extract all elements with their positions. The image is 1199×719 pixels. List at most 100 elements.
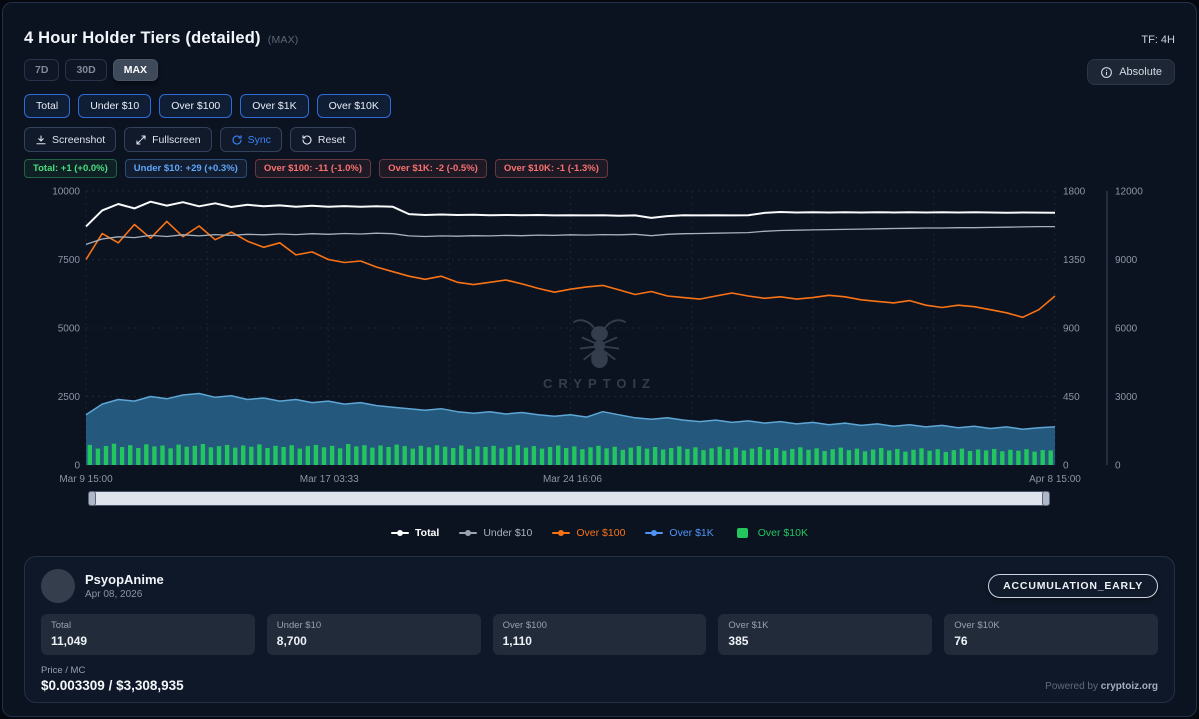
bar-over-10k [951, 450, 956, 465]
token-summary-card: PsyopAnime Apr 08, 2026 ACCUMULATION_EAR… [24, 556, 1175, 703]
brand-link[interactable]: cryptoiz.org [1100, 681, 1158, 692]
reset-button[interactable]: Reset [289, 127, 357, 152]
legend-item-total[interactable]: Total [391, 527, 439, 539]
bar-over-10k [572, 446, 577, 465]
bar-over-10k [741, 450, 747, 465]
zoom-handle-right[interactable] [1042, 491, 1050, 506]
left-axis-label: 10000 [52, 187, 80, 198]
tier-tab-total[interactable]: Total [24, 94, 71, 118]
area-over-1k [86, 393, 1055, 465]
absolute-label: Absolute [1119, 66, 1162, 78]
stat-value: 385 [728, 634, 749, 648]
bar-over-10k [426, 447, 432, 465]
bar-over-10k [305, 446, 310, 465]
tier-tab-over-100[interactable]: Over $100 [159, 94, 233, 118]
bar-over-10k [249, 446, 254, 465]
legend-label: Total [415, 527, 440, 539]
status-badge: ACCUMULATION_EARLY [988, 574, 1158, 598]
timeframe-tab-max[interactable]: MAX [112, 59, 159, 81]
bar-over-10k [192, 445, 197, 465]
bar-over-10k [959, 448, 965, 465]
legend-item-over-10k[interactable]: Over $10K [734, 527, 808, 539]
info-icon [1100, 66, 1113, 79]
fullscreen-label: Fullscreen [152, 133, 201, 146]
line-over-100 [85, 220, 1056, 319]
bar-over-10k [362, 445, 367, 465]
chart-zoom-scrollbar[interactable] [88, 491, 1050, 506]
left-axis-label: 0 [74, 461, 80, 472]
bar-over-10k [604, 448, 609, 465]
legend-item-over-100[interactable]: Over $100 [552, 527, 625, 539]
stat-box-over-10k: Over $10K 76 [944, 614, 1158, 655]
sync-button[interactable]: Sync [219, 127, 282, 152]
bar-over-10k [313, 444, 319, 465]
stat-box-over-1k: Over $1K 385 [718, 614, 933, 655]
bar-over-10k [717, 446, 722, 465]
bar-over-10k [208, 447, 214, 465]
bar-over-10k [992, 448, 997, 465]
bar-over-10k [224, 444, 230, 465]
bar-over-10k [935, 449, 940, 465]
bar-over-10k [418, 445, 424, 465]
change-badge-over1k: Over $1K: -2 (-0.5%) [379, 159, 487, 178]
stat-box-under-10: Under $10 8,700 [266, 614, 481, 655]
tier-tab-over-1k[interactable]: Over $1K [240, 94, 309, 118]
legend-line-icon [552, 528, 571, 538]
bar-over-10k [701, 450, 706, 465]
bar-over-10k [1040, 450, 1045, 465]
page-title: 4 Hour Holder Tiers (detailed) (MAX) [24, 29, 299, 48]
bar-over-10k [870, 449, 876, 465]
range-note: (MAX) [267, 34, 299, 46]
bar-over-10k [103, 446, 109, 465]
bar-over-10k [402, 446, 407, 465]
bar-over-10k [838, 447, 843, 465]
bar-over-10k [620, 449, 625, 465]
bar-over-10k [644, 448, 650, 465]
price-mc-block: Price / MC $0.003309 / $3,308,935 [41, 665, 1158, 693]
tier-tab-over-10k[interactable]: Over $10K [316, 94, 391, 118]
bar-over-10k [507, 446, 512, 465]
fullscreen-button[interactable]: Fullscreen [124, 127, 212, 152]
bar-over-10k [830, 449, 835, 465]
bar-over-10k [184, 446, 189, 465]
bar-over-10k [128, 445, 133, 465]
bar-over-10k [628, 447, 633, 465]
bar-over-10k [564, 448, 569, 465]
bar-over-10k [765, 449, 771, 465]
bar-over-10k [1016, 450, 1021, 465]
bar-over-10k [612, 446, 617, 465]
tier-tab-under-10[interactable]: Under $10 [78, 94, 152, 118]
legend-item-over-1k[interactable]: Over $1K [645, 527, 714, 539]
bar-over-10k [241, 445, 246, 465]
right2-axis-label: 12000 [1115, 187, 1143, 198]
legend-item-under-10[interactable]: Under $10 [459, 527, 532, 539]
bar-over-10k [1000, 451, 1005, 465]
bar-over-10k [386, 447, 391, 465]
right2-axis-label: 0 [1115, 461, 1121, 472]
right2-axis-label: 9000 [1115, 255, 1138, 266]
bar-over-10k [693, 447, 698, 465]
bar-over-10k [556, 445, 561, 465]
right1-axis-label: 450 [1063, 392, 1080, 403]
bar-over-10k [943, 451, 948, 465]
screenshot-button[interactable]: Screenshot [24, 127, 117, 152]
absolute-toggle-button[interactable]: Absolute [1087, 59, 1175, 85]
change-badge-over10k: Over $10K: -1 (-1.3%) [494, 159, 608, 178]
bar-over-10k [144, 444, 149, 465]
bar-over-10k [862, 451, 868, 465]
holder-tiers-chart[interactable]: 0 2500 5000 7500 10000 0 450 900 1350 1800 0 3000 60… [3, 185, 1197, 486]
bar-over-10k [749, 448, 755, 465]
bar-over-10k [321, 447, 327, 465]
price-mc-value: $0.003309 / $3,308,935 [41, 678, 184, 693]
right1-axis-label: 1350 [1063, 255, 1086, 266]
stat-label: Total [51, 620, 72, 631]
bar-over-10k [442, 446, 448, 465]
bar-over-10k [879, 448, 884, 465]
stat-value: 11,049 [51, 634, 88, 648]
bar-over-10k [467, 448, 472, 465]
bar-over-10k [733, 447, 738, 465]
timeframe-tab-30d[interactable]: 30D [65, 59, 107, 81]
line-over-1k [85, 392, 1056, 430]
zoom-handle-left[interactable] [88, 491, 96, 506]
timeframe-tab-7d[interactable]: 7D [24, 59, 60, 81]
